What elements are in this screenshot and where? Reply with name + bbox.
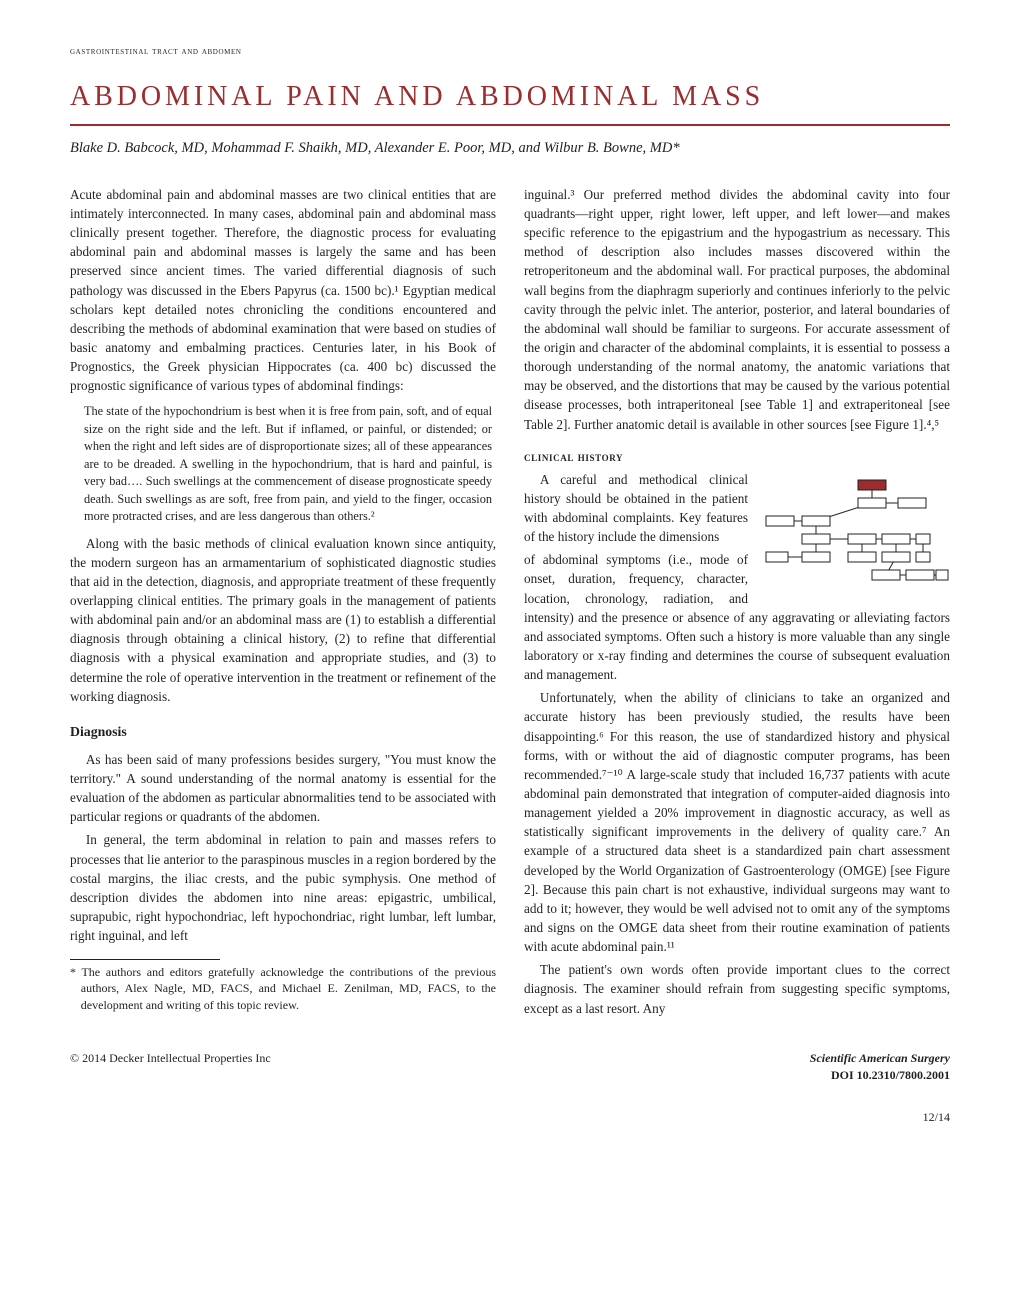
paragraph: In general, the term abdominal in relati… [70,830,496,945]
doi-text: DOI 10.2310/7800.2001 [810,1067,950,1084]
subsection-heading-clinical-history: clinical history [524,448,950,466]
right-column: inguinal.³ Our preferred method divides … [524,185,950,1022]
running-head: gastrointestinal tract and abdomen [70,44,950,59]
page-number: 12/14 [70,1109,950,1126]
paragraph: Acute abdominal pain and abdominal masse… [70,185,496,396]
paragraph: Along with the basic methods of clinical… [70,534,496,706]
paragraph: Unfortunately, when the ability of clini… [524,688,950,956]
title-rule [70,124,950,126]
two-column-body: Acute abdominal pain and abdominal masse… [70,185,950,1022]
author-line: Blake D. Babcock, MD, Mohammad F. Shaikh… [70,138,950,159]
left-column: Acute abdominal pain and abdominal masse… [70,185,496,1022]
paragraph: The patient's own words often provide im… [524,960,950,1017]
footnote-rule [70,959,220,960]
paragraph: As has been said of many professions bes… [70,750,496,827]
journal-name: Scientific American Surgery [810,1050,950,1067]
section-heading-diagnosis: Diagnosis [70,722,496,742]
footer-bar: © 2014 Decker Intellectual Properties In… [70,1050,950,1085]
author-footnote: * The authors and editors gratefully ack… [81,964,496,1013]
copyright-text: © 2014 Decker Intellectual Properties In… [70,1050,271,1085]
hippocrates-quote: The state of the hypochondrium is best w… [84,403,496,525]
algorithm-flowchart-icon [760,472,950,588]
article-title: ABDOMINAL PAIN AND ABDOMINAL MASS [70,77,950,118]
paragraph: inguinal.³ Our preferred method divides … [524,185,950,434]
